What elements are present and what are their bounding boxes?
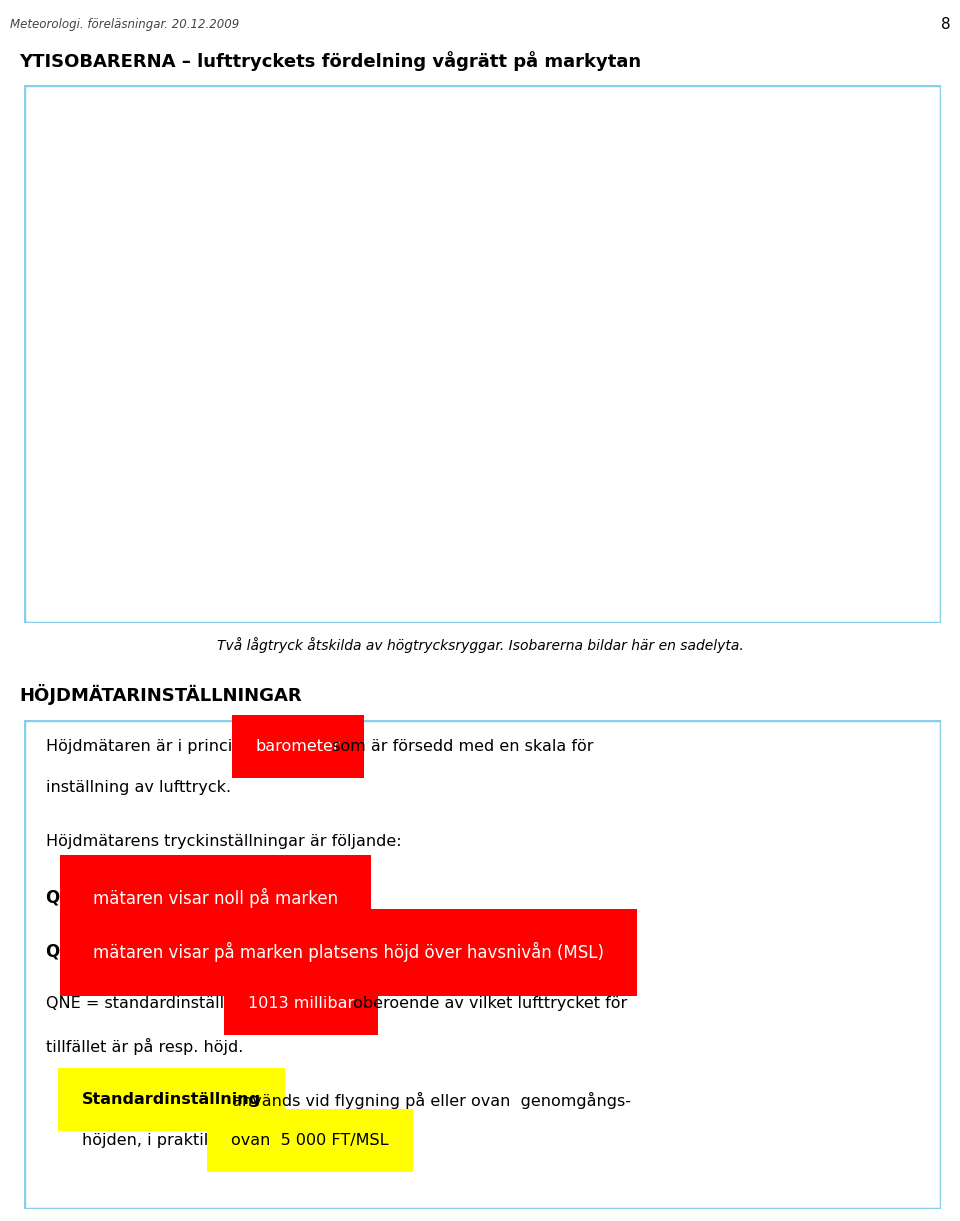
- Text: 1015: 1015: [372, 149, 400, 159]
- Text: QNE = standardinställning,: QNE = standardinställning,: [46, 996, 270, 1011]
- Text: YTISOBARERNA – lufttryckets fördelning vågrätt på markytan: YTISOBARERNA – lufttryckets fördelning v…: [19, 51, 641, 71]
- Text: ovan  5 000 FT/MSL: ovan 5 000 FT/MSL: [231, 1133, 389, 1148]
- Text: 1010: 1010: [336, 447, 364, 457]
- Text: 1005: 1005: [533, 298, 561, 308]
- Text: 1000: 1000: [295, 374, 323, 383]
- Text: som är försedd med en skala för: som är försedd med en skala för: [327, 739, 593, 753]
- Text: Höjdmätaren är i princip en: Höjdmätaren är i princip en: [46, 739, 273, 753]
- Text: höjden, i praktiken: höjden, i praktiken: [82, 1133, 237, 1148]
- Text: HÖJDMÄTARINSTÄLLNINGAR: HÖJDMÄTARINSTÄLLNINGAR: [19, 684, 301, 705]
- Text: används vid flygning på eller ovan  genomgångs-: används vid flygning på eller ovan genom…: [227, 1092, 631, 1109]
- Text: 1013 millibar: 1013 millibar: [249, 996, 354, 1011]
- Text: tillfället är på resp. höjd.: tillfället är på resp. höjd.: [46, 1038, 244, 1055]
- Text: K: K: [390, 103, 410, 127]
- Text: barometer: barometer: [255, 739, 341, 753]
- Text: QFE =: QFE =: [46, 888, 108, 906]
- Text: mätaren visar noll på marken: mätaren visar noll på marken: [93, 888, 338, 908]
- Text: QNH =: QNH =: [46, 943, 113, 960]
- Text: 1000: 1000: [551, 260, 579, 270]
- Text: 1025: 1025: [383, 546, 412, 556]
- Text: Två lågtryck åtskilda av högtrycksryggar. Isobarerna bildar här en sadelyta.: Två lågtryck åtskilda av högtrycksryggar…: [217, 637, 743, 653]
- Text: M: M: [154, 256, 179, 280]
- Text: 8: 8: [941, 17, 950, 32]
- Text: 1005: 1005: [318, 411, 346, 421]
- Text: Standardinställning: Standardinställning: [82, 1092, 261, 1106]
- Text: 1010: 1010: [372, 186, 400, 195]
- Text: K: K: [468, 579, 488, 602]
- Text: 995: 995: [258, 336, 279, 346]
- Text: oberoende av vilket lufttrycket för: oberoende av vilket lufttrycket för: [348, 996, 628, 1011]
- Text: 995: 995: [603, 223, 625, 233]
- FancyBboxPatch shape: [24, 85, 941, 623]
- Text: 1020: 1020: [368, 513, 396, 523]
- FancyBboxPatch shape: [24, 720, 941, 1209]
- Text: 990: 990: [192, 293, 213, 303]
- Text: 1015: 1015: [352, 481, 380, 491]
- Text: inställning av lufttryck.: inställning av lufttryck.: [46, 780, 231, 795]
- Text: .: .: [368, 1133, 373, 1148]
- Text: Meteorologi. föreläsningar. 20.12.2009: Meteorologi. föreläsningar. 20.12.2009: [10, 18, 239, 31]
- Text: M: M: [736, 267, 760, 291]
- Text: Höjdmätarens tryckinställningar är följande:: Höjdmätarens tryckinställningar är följa…: [46, 834, 401, 849]
- Text: mätaren visar på marken platsens höjd över havsnivån (MSL): mätaren visar på marken platsens höjd öv…: [93, 943, 604, 962]
